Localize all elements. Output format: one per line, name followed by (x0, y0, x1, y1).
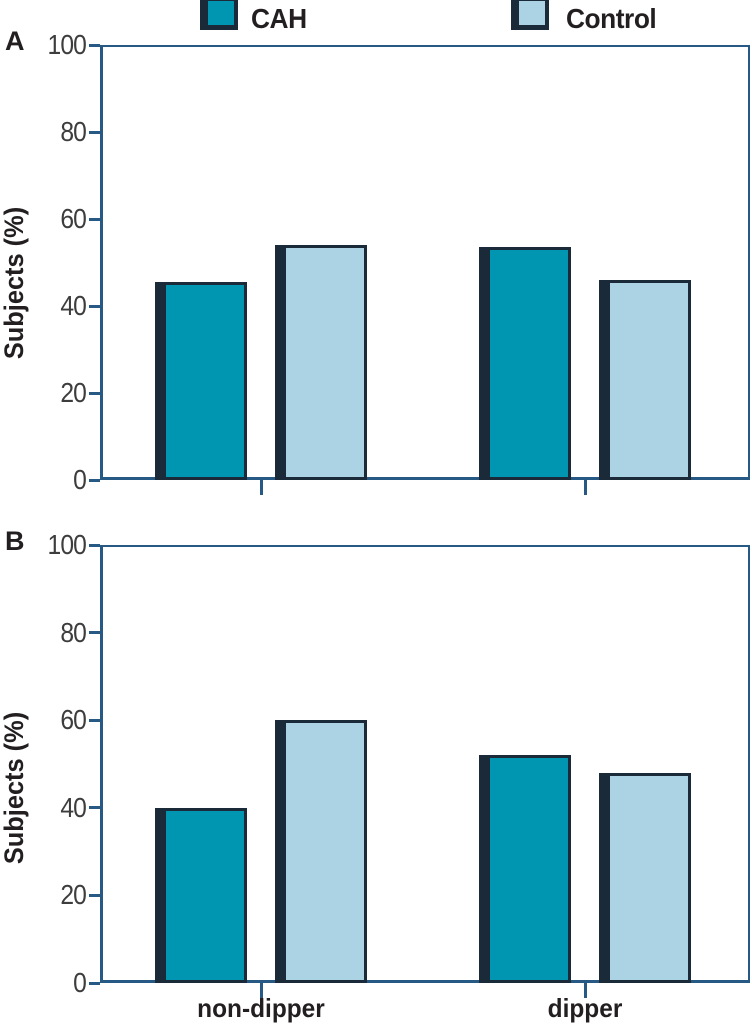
y-tick-label: 100 (47, 529, 87, 560)
bar-cah-non-dipper (155, 807, 247, 983)
bar-control-non-dipper (275, 245, 367, 480)
legend-label-control: Control (566, 3, 657, 34)
bar-cah-dipper (479, 755, 571, 983)
x-tick-mark (259, 480, 263, 495)
y-tick-mark (89, 478, 100, 482)
y-tick-label: 20 (60, 377, 87, 408)
bar-control-dipper (599, 279, 691, 480)
panel-letter: B (5, 526, 24, 556)
y-tick-mark (89, 543, 100, 547)
y-tick-mark (89, 981, 100, 985)
y-tick-mark (89, 631, 100, 635)
y-tick-mark (89, 130, 100, 134)
x-tick-mark (259, 983, 263, 998)
y-tick-label: 0 (73, 464, 87, 495)
y-tick-label: 40 (60, 290, 87, 321)
panel-a: A Subjects (%) 0 20 40 60 80 100 (0, 28, 752, 495)
panel-letter: A (5, 26, 24, 56)
plot-frame (100, 45, 750, 480)
y-tick-label: 60 (60, 203, 87, 234)
bar-cah-dipper (479, 247, 571, 480)
bar-control-dipper (599, 772, 691, 983)
y-tick-label: 0 (73, 967, 87, 998)
y-tick-mark (89, 391, 100, 395)
y-tick-mark (89, 893, 100, 897)
y-tick-mark (89, 718, 100, 722)
y-tick-label: 100 (47, 29, 87, 60)
y-tick-label: 80 (60, 116, 87, 147)
y-tick-mark (89, 806, 100, 810)
y-tick-mark (89, 43, 100, 47)
y-tick-mark (89, 217, 100, 221)
legend-swatch-control-icon (511, 0, 549, 30)
y-tick-label: 60 (60, 704, 87, 736)
panel-b: B Subjects (%) 0 20 40 60 80 100 (0, 528, 752, 998)
legend-swatch-cah-icon (200, 0, 238, 30)
y-axis-label: Subjects (%) (0, 711, 29, 865)
y-tick-label: 80 (60, 616, 87, 648)
y-tick-label: 40 (60, 791, 87, 823)
x-tick-mark (583, 983, 587, 998)
bar-control-non-dipper (275, 720, 367, 983)
y-tick-label: 20 (60, 879, 87, 911)
x-tick-mark (583, 480, 587, 495)
y-axis-label: Subjects (%) (0, 206, 29, 360)
bar-cah-non-dipper (155, 282, 247, 480)
legend-label-cah: CAH (251, 3, 307, 34)
x-category-label-non-dipper: non-dipper (197, 993, 325, 1023)
x-category-label-dipper: dipper (547, 993, 623, 1023)
legend: CAH Control (0, 0, 752, 40)
plot-frame (100, 545, 750, 983)
y-tick-mark (89, 304, 100, 308)
